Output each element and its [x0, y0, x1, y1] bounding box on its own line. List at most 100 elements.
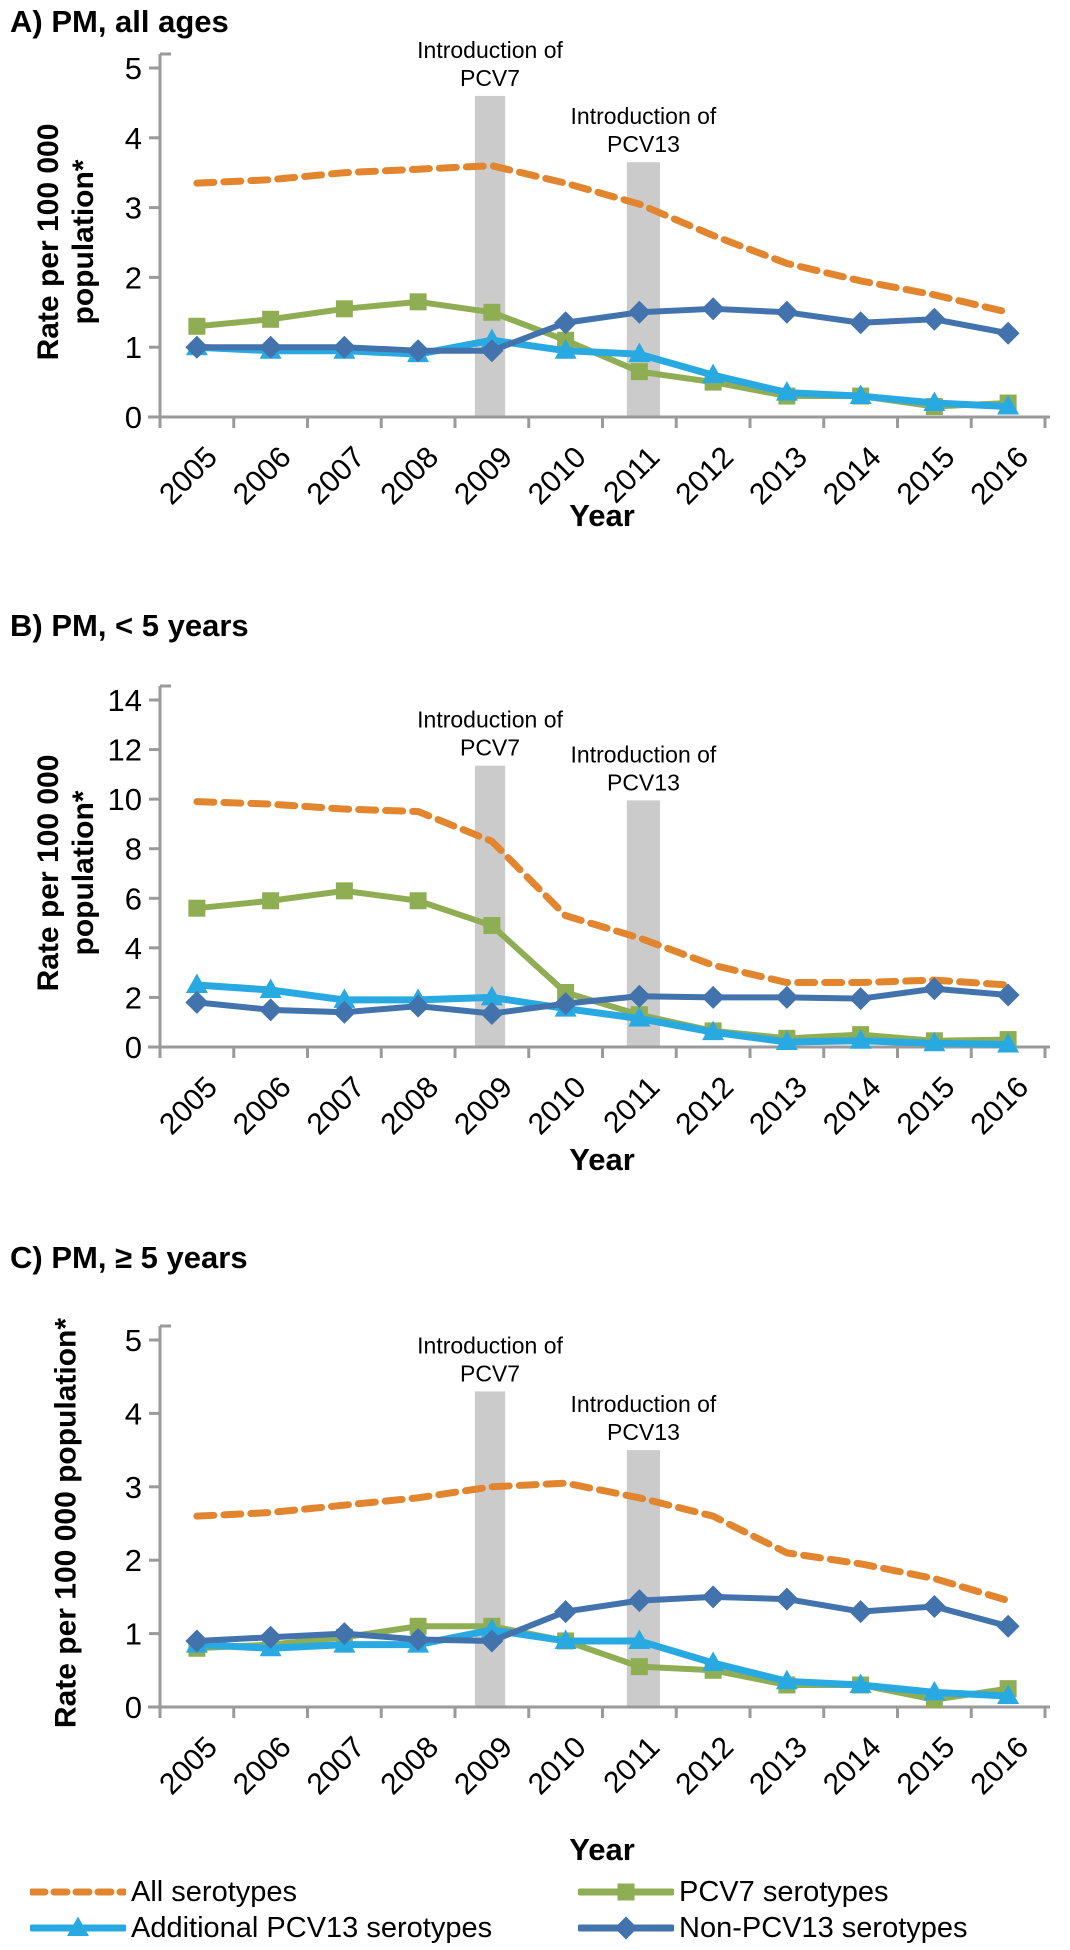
svg-text:2013: 2013 [743, 441, 814, 512]
svg-text:2006: 2006 [227, 1731, 298, 1802]
svg-text:0: 0 [125, 400, 142, 435]
svg-text:2007: 2007 [301, 1071, 372, 1142]
series-non-pcv13-serotypes [185, 977, 1020, 1026]
panel-c-title: C) PM, ≥ 5 years [10, 1240, 248, 1275]
svg-text:0: 0 [125, 1030, 142, 1065]
series-additional-pcv13-serotypes [185, 328, 1020, 415]
square-marker-swatch-icon [578, 1883, 674, 1901]
panel-b-y-axis-label: Rate per 100 000 population* [31, 755, 101, 992]
svg-text:2016: 2016 [965, 1731, 1036, 1802]
svg-text:2010: 2010 [522, 1731, 593, 1802]
series-all-serotypes [193, 162, 1012, 316]
svg-text:3: 3 [125, 1470, 142, 1505]
svg-text:2009: 2009 [448, 1071, 519, 1142]
svg-text:1: 1 [125, 1617, 142, 1652]
x-axis-tick-labels: 2005 2006 2007 2008 2009 2010 2011 2012 2013 2014… [153, 1731, 1035, 1802]
legend-item-non-pcv13-serotypes: Non-PCV13 serotypes [578, 1911, 968, 1945]
svg-text:0: 0 [125, 1690, 142, 1725]
legend-item-pcv7-serotypes: PCV7 serotypes [578, 1875, 889, 1909]
series-non-pcv13-serotypes [185, 297, 1020, 363]
triangle-marker-swatch-icon [30, 1916, 126, 1936]
vaccine-introduction-bar [626, 800, 661, 1047]
annotation-text: Introduction of [417, 707, 563, 733]
annotation-text: Introduction of [417, 1332, 563, 1358]
svg-text:2014: 2014 [817, 1071, 888, 1142]
legend-item-all-serotypes: All serotypes [30, 1875, 297, 1909]
annotation-text: Introduction of [417, 37, 563, 63]
panel-a-title: A) PM, all ages [10, 4, 229, 39]
series-non-pcv13-serotypes [185, 1585, 1020, 1653]
svg-text:4: 4 [125, 931, 142, 966]
svg-text:2011: 2011 [597, 1071, 666, 1140]
annotation-text: PCV7 [460, 1360, 520, 1386]
panel-c-x-axis-label: Year [569, 1832, 635, 1867]
svg-text:2008: 2008 [375, 1731, 446, 1802]
y-axis-label-line: population* [67, 790, 100, 956]
svg-text:6: 6 [125, 881, 142, 916]
svg-text:2007: 2007 [301, 441, 372, 512]
x-axis-tick-labels: 2005 2006 2007 2008 2009 2010 2011 2012 2013 2014… [153, 1071, 1035, 1142]
svg-text:2008: 2008 [375, 441, 446, 512]
legend-label: Additional PCV13 serotypes [131, 1911, 493, 1944]
svg-text:2009: 2009 [448, 1731, 519, 1802]
legend-label: PCV7 serotypes [679, 1875, 889, 1908]
vaccine-introduction-bar [474, 1391, 506, 1707]
svg-text:2015: 2015 [891, 441, 962, 512]
svg-text:4: 4 [125, 121, 142, 156]
y-axis-label-line: population* [67, 159, 100, 325]
y-axis-tick-labels: 0 1 2 3 4 5 [125, 51, 142, 435]
svg-text:2013: 2013 [743, 1731, 814, 1802]
svg-text:2014: 2014 [817, 1731, 888, 1802]
annotation-text: PCV7 [460, 65, 520, 91]
series-pcv7-serotypes [188, 882, 1017, 1050]
legend-item-additional-pcv13-serotypes: Additional PCV13 serotypes [30, 1911, 492, 1945]
svg-text:2011: 2011 [597, 1731, 666, 1800]
svg-text:2010: 2010 [522, 1071, 593, 1142]
svg-text:2: 2 [125, 1543, 142, 1578]
y-axis-tick-labels: 0 1 2 3 4 5 [125, 1323, 142, 1725]
annotation-text: PCV7 [460, 735, 520, 761]
svg-text:2007: 2007 [301, 1731, 372, 1802]
dashed-line-swatch-icon [30, 1888, 126, 1896]
legend-label: Non-PCV13 serotypes [679, 1911, 968, 1944]
svg-text:4: 4 [125, 1396, 142, 1431]
svg-text:2012: 2012 [670, 1731, 741, 1802]
svg-text:2016: 2016 [965, 441, 1036, 512]
svg-text:2006: 2006 [227, 1071, 298, 1142]
series-all-serotypes [193, 1479, 1012, 1605]
axes [148, 52, 1050, 428]
svg-text:8: 8 [125, 832, 142, 867]
svg-text:2015: 2015 [891, 1071, 962, 1142]
panel-b-x-axis-label: Year [569, 1142, 635, 1177]
y-axis-tick-labels: 0 2 4 6 8 10 12 14 [108, 683, 142, 1065]
y-axis-label-line: Rate per 100 000 [32, 123, 65, 361]
axes [148, 684, 1050, 1058]
annotation-text: PCV13 [607, 1419, 680, 1445]
annotation-text: Introduction of [571, 1391, 717, 1417]
svg-text:2: 2 [125, 260, 142, 295]
panel-c-y-axis-label: Rate per 100 000 population* [49, 1318, 84, 1728]
y-axis-label-line: Rate per 100 000 [32, 754, 65, 992]
series-all-serotypes [193, 798, 1012, 989]
y-axis-label-line: Rate per 100 000 population* [49, 1317, 83, 1729]
svg-text:2015: 2015 [891, 1731, 962, 1802]
vaccine-introduction-bar [474, 95, 506, 418]
svg-text:2006: 2006 [227, 441, 298, 512]
panel-a-y-axis-label: Rate per 100 000 population* [31, 124, 101, 361]
legend-label: All serotypes [131, 1875, 298, 1908]
annotation-text: Introduction of [571, 103, 717, 129]
series-additional-pcv13-serotypes [185, 973, 1020, 1053]
annotation-text: PCV13 [607, 769, 680, 795]
svg-text:2012: 2012 [670, 441, 741, 512]
diamond-marker-swatch-icon [578, 1916, 674, 1940]
svg-text:12: 12 [108, 733, 142, 768]
svg-text:2012: 2012 [670, 1071, 741, 1142]
svg-text:2: 2 [125, 980, 142, 1015]
svg-text:2005: 2005 [153, 1731, 224, 1802]
svg-text:2009: 2009 [448, 441, 519, 512]
panel-a-x-axis-label: Year [569, 498, 635, 533]
